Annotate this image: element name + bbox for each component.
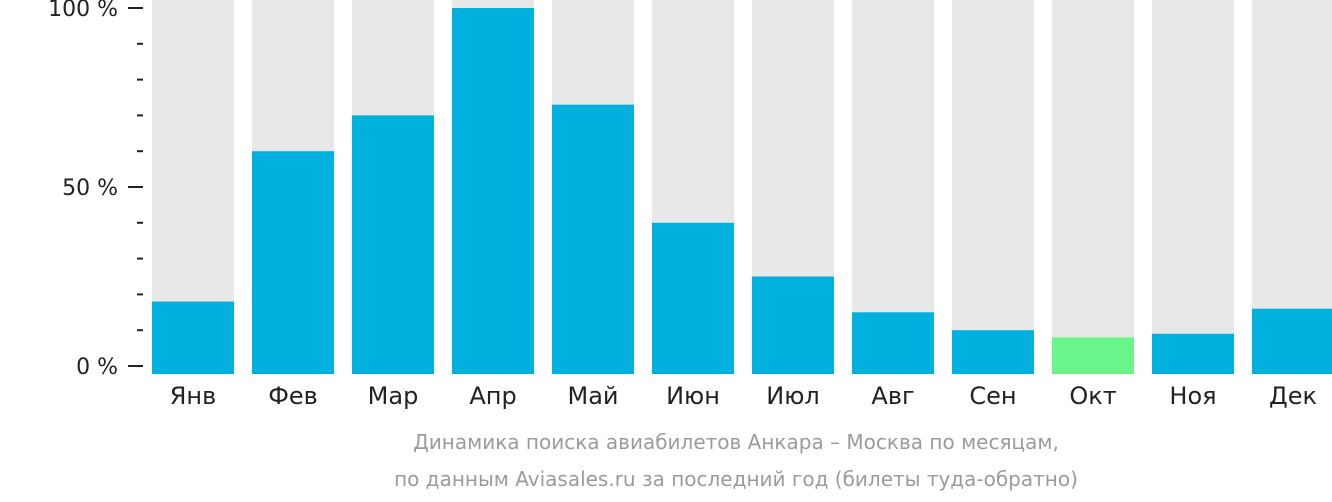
bar xyxy=(152,301,234,374)
bar-background xyxy=(952,0,1034,374)
x-tick-label: Май xyxy=(567,382,618,410)
x-tick-label: Дек xyxy=(1269,382,1317,410)
x-tick-label: Фев xyxy=(268,382,318,410)
x-tick-label: Апр xyxy=(469,382,516,410)
y-tick-label: 0 % xyxy=(76,355,118,380)
x-tick-label: Сен xyxy=(969,382,1016,410)
bar xyxy=(852,312,934,374)
bar xyxy=(652,222,734,374)
x-tick-label: Июн xyxy=(666,382,720,410)
x-tick-label: Мар xyxy=(368,382,419,410)
bar xyxy=(1052,337,1134,374)
x-tick-label: Авг xyxy=(871,382,914,410)
chart-caption-line-1: Динамика поиска авиабилетов Анкара – Мос… xyxy=(413,430,1059,454)
bar-background xyxy=(1052,0,1134,374)
bar xyxy=(452,8,534,374)
chart-caption-line-2: по данным Aviasales.ru за последний год … xyxy=(394,467,1078,491)
bar-background xyxy=(852,0,934,374)
bar xyxy=(1252,308,1332,374)
bar xyxy=(352,115,434,375)
x-tick-label: Ноя xyxy=(1169,382,1216,410)
bar xyxy=(1152,333,1234,374)
bar-background xyxy=(1152,0,1234,374)
y-tick-label: 100 % xyxy=(48,0,118,22)
x-tick-label: Янв xyxy=(170,382,217,410)
x-tick-label: Окт xyxy=(1069,382,1116,410)
bar xyxy=(552,104,634,374)
y-tick-label: 50 % xyxy=(62,176,118,201)
monthly-search-chart: 0 % 50 % 100 % Янв Фев Мар Апр Май Июн Июл Авг Сен О… xyxy=(48,0,1332,410)
bar xyxy=(252,151,334,374)
x-tick-label: Июл xyxy=(766,382,820,410)
bar xyxy=(952,330,1034,374)
bar xyxy=(752,276,834,374)
